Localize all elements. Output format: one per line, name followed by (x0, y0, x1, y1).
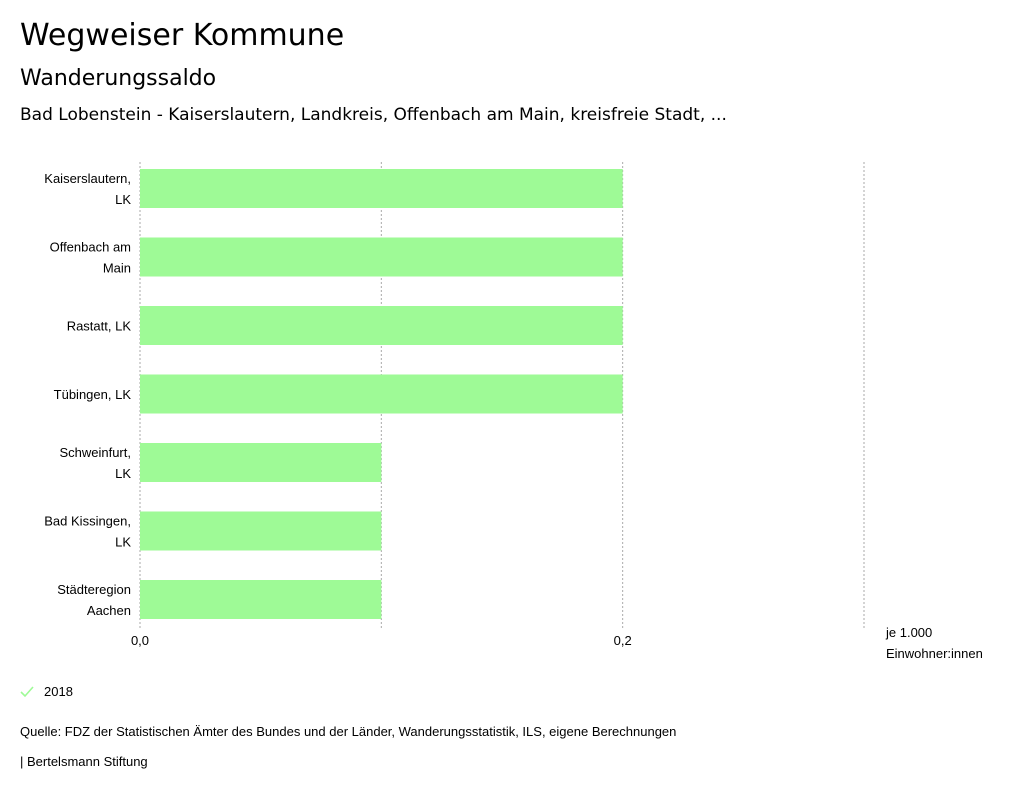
bar (140, 374, 623, 414)
bar (140, 511, 382, 551)
chart-subtitle: Bad Lobenstein - Kaiserslautern, Landkre… (20, 105, 727, 125)
x-axis-unit: je 1.000 Einwohner:innen (886, 622, 983, 664)
bar (140, 169, 623, 208)
category-label: Tübingen, LK (54, 387, 132, 402)
chart-title: Wanderungssaldo (20, 66, 217, 91)
app-title: Wegweiser Kommune (20, 18, 345, 53)
category-label: Offenbach am Main (50, 240, 131, 276)
check-icon (20, 685, 34, 697)
unit-line-1: je 1.000 (886, 625, 933, 640)
category-label: Schweinfurt, LK (59, 445, 131, 481)
category-label: Rastatt, LK (67, 319, 132, 334)
x-tick-label: 0,0 (131, 633, 149, 648)
category-label: Kaiserslautern, LK (44, 171, 131, 207)
bar-chart: Kaiserslautern, LK Offenbach am Main Rastatt… (44, 162, 865, 648)
bar (140, 237, 623, 277)
bar (140, 443, 382, 482)
category-label: Bad Kissingen, LK (44, 514, 131, 550)
source-note: Quelle: FDZ der Statistischen Ämter des … (20, 724, 677, 739)
x-tick-label: 0,2 (614, 633, 632, 648)
legend-label: 2018 (44, 684, 73, 699)
brand-note: | Bertelsmann Stiftung (20, 754, 148, 769)
bar (140, 580, 382, 619)
bar (140, 306, 623, 345)
legend-item-2018[interactable]: 2018 (20, 684, 73, 699)
category-label: Städteregion Aachen (57, 582, 131, 618)
unit-line-2: Einwohner:innen (886, 646, 983, 661)
